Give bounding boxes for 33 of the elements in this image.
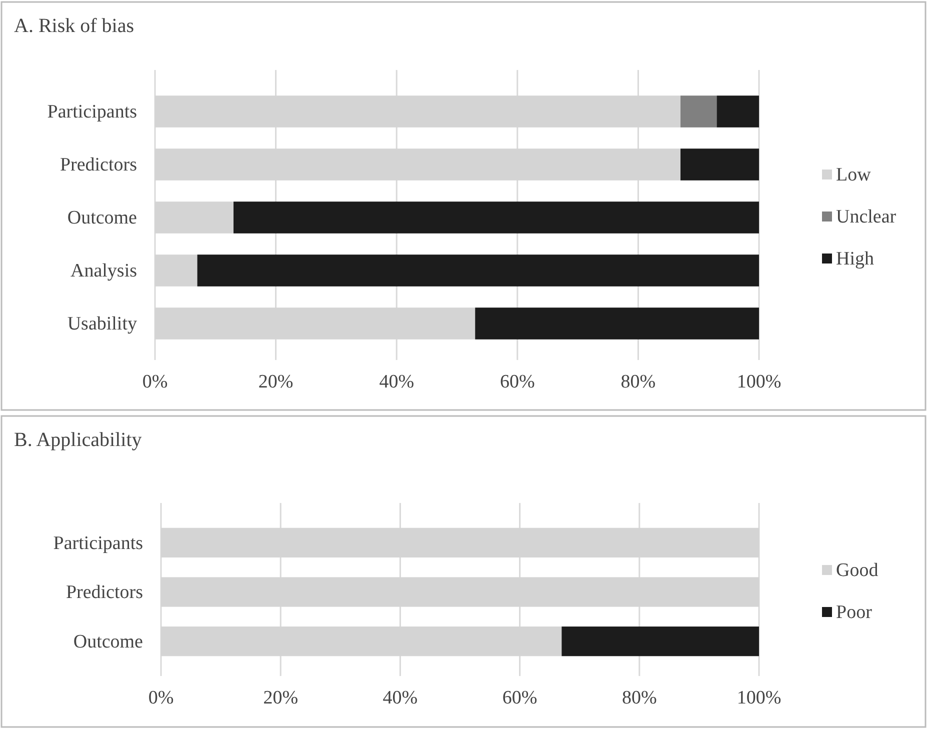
y-tick-label: Participants: [53, 532, 143, 554]
bar: [234, 202, 759, 234]
legend-label: Unclear: [836, 206, 897, 228]
x-tick-label: 0%: [142, 371, 168, 392]
x-tick-label: 0%: [148, 687, 174, 708]
legend-label: Poor: [836, 602, 873, 623]
bar: [197, 254, 759, 286]
bar: [475, 308, 759, 340]
bar: [680, 148, 759, 180]
x-tick-label: 60%: [500, 371, 535, 392]
y-tick-label: Outcome: [67, 208, 137, 229]
x-tick-label: 60%: [502, 687, 538, 708]
x-tick-label: 20%: [263, 687, 298, 708]
x-tick-label: 100%: [736, 371, 782, 392]
bar: [716, 96, 759, 128]
y-tick-label: Predictors: [66, 582, 143, 604]
legend-label: Good: [836, 560, 879, 581]
x-tick-label: 40%: [382, 687, 418, 708]
x-tick-label: 20%: [258, 371, 294, 392]
legend-label: High: [836, 248, 874, 270]
chart-title: A. Risk of bias: [14, 15, 134, 37]
bar: [680, 96, 717, 128]
y-tick-label: Outcome: [73, 631, 143, 652]
legend-label: Low: [836, 164, 872, 186]
x-tick-label: 80%: [622, 687, 657, 708]
x-tick-label: 80%: [620, 371, 656, 392]
chart-title: B. Applicability: [14, 429, 142, 451]
x-tick-label: 40%: [379, 371, 414, 392]
y-tick-label: Usability: [67, 314, 138, 335]
y-tick-label: Predictors: [60, 154, 137, 176]
x-tick-label: 100%: [736, 687, 782, 708]
y-tick-label: Participants: [47, 102, 137, 123]
y-tick-label: Analysis: [70, 260, 137, 282]
